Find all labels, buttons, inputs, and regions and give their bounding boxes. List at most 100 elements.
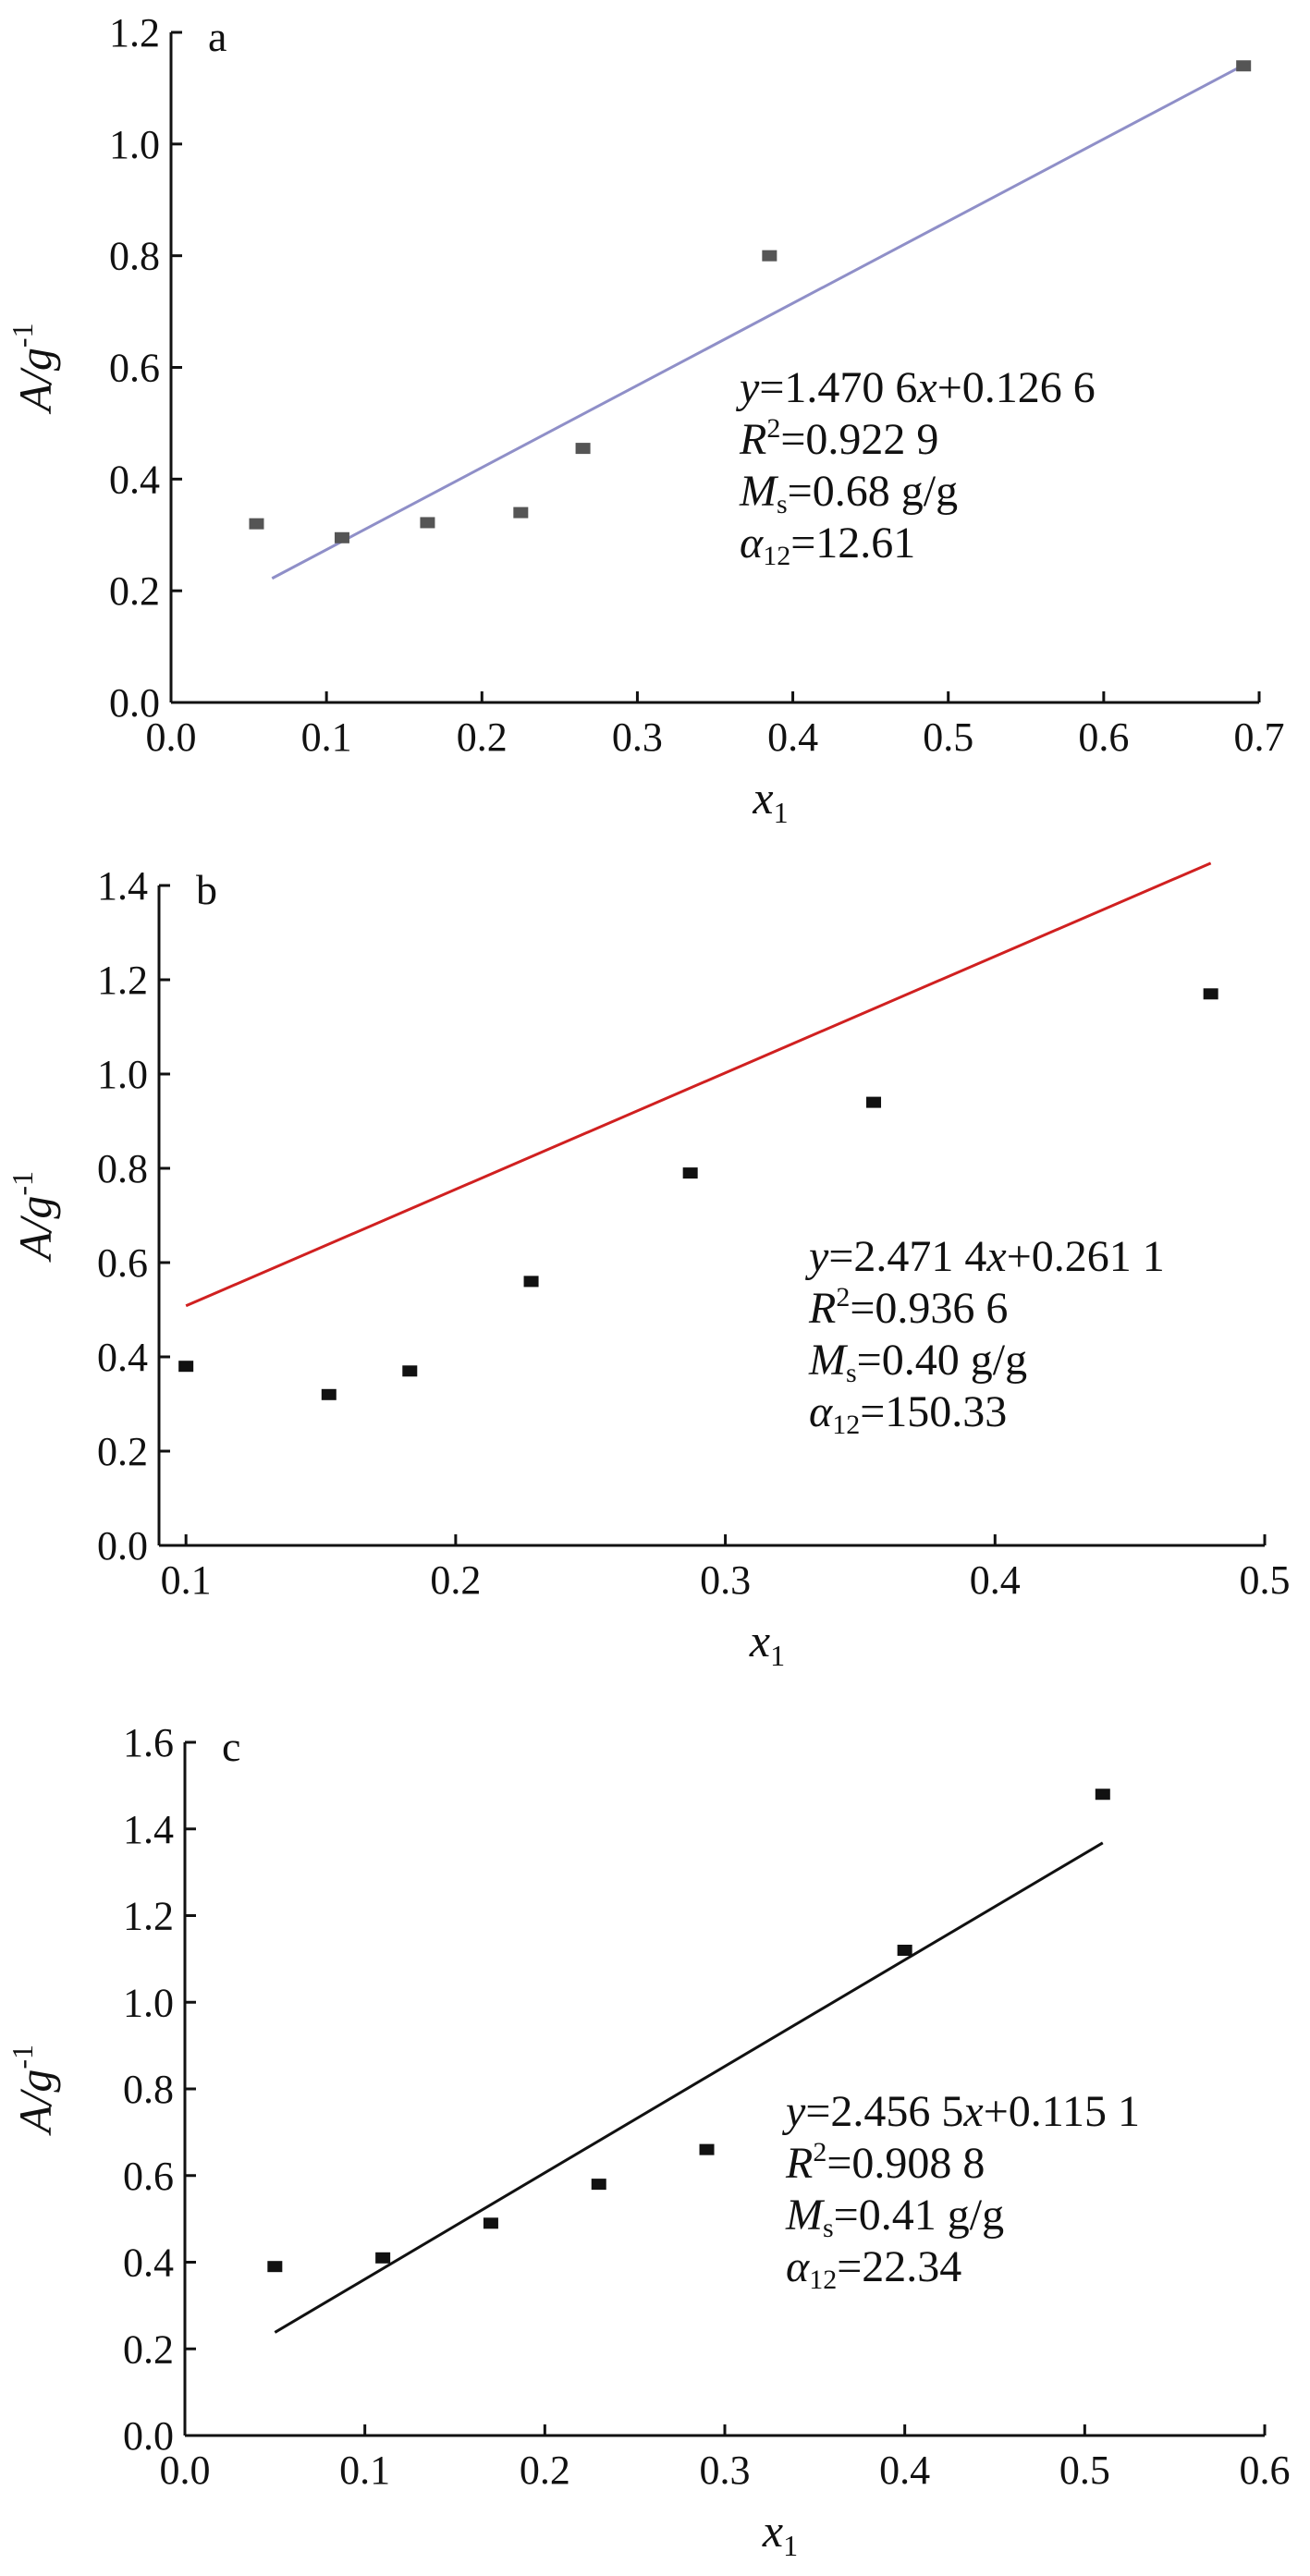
y-tick-label: 0.4 [123, 2240, 174, 2286]
x-axis-label: x1 [752, 772, 788, 829]
data-point [682, 1167, 698, 1179]
fit-equation: y=2.471 4x+0.261 1 [804, 1232, 1165, 1281]
y-tick-label: 0.4 [109, 457, 160, 502]
r-squared-symbol: R [739, 415, 766, 464]
r-squared-superscript: 2 [766, 413, 780, 444]
fit-equation: y=1.470 6x+0.126 6 [735, 363, 1096, 412]
equation-slope: =2.471 4 [828, 1232, 986, 1281]
data-point [178, 1361, 194, 1373]
data-point [762, 250, 777, 262]
x-tick-label: 0.1 [161, 1557, 212, 1603]
x-tick-label: 0.3 [700, 1557, 751, 1603]
y-axis-label-main: A/g [9, 2069, 61, 2136]
y-tick-label: 0.2 [109, 568, 160, 614]
y-tick-label: 0.6 [97, 1240, 148, 1286]
y-tick-label: 0.8 [123, 2067, 174, 2112]
data-point [866, 1096, 882, 1108]
y-tick-label: 0.0 [123, 2413, 174, 2459]
alpha-value: α12=12.61 [740, 519, 915, 571]
data-point [375, 2252, 391, 2264]
x-axis-label-main: x [752, 772, 773, 824]
alpha-value: α12=150.33 [809, 1387, 1007, 1440]
y-axis-label-main: A/g [9, 1196, 61, 1263]
data-point [321, 1388, 337, 1400]
chart-panel-a: 0.0 0.1 0.2 0.3 0.4 0.5 0.6 0.7 0.0 0.2 0.4 0.6 0.8 1… [6, 10, 1285, 829]
alpha-symbol: α [740, 519, 764, 568]
y-tick-label: 1.0 [97, 1052, 148, 1097]
x-tick-label: 0.5 [923, 714, 973, 760]
r-squared-value: =0.922 9 [780, 415, 938, 464]
x-axis-label-main: x [762, 2505, 783, 2557]
data-point [1095, 1789, 1110, 1801]
x-tick-label: 0.5 [1059, 2448, 1110, 2493]
y-tick-label: 0.2 [123, 2326, 174, 2372]
x-tick-label: 0.2 [430, 1557, 481, 1603]
y-tick-label: 1.4 [123, 1807, 174, 1852]
x-tick-label: 0.2 [457, 714, 508, 760]
data-point [523, 1276, 539, 1288]
ms-value: Ms=0.40 g/g [808, 1336, 1027, 1388]
alpha-subscript: 12 [832, 1410, 860, 1440]
alpha-value: α12=22.34 [786, 2242, 961, 2295]
fit-equation: y=2.456 5x+0.115 1 [781, 2087, 1140, 2136]
y-tick-label: 1.6 [123, 1720, 174, 1765]
equation-y: y [735, 363, 760, 412]
data-point [483, 2217, 498, 2229]
alpha-symbol: α [786, 2242, 810, 2291]
x-tick-label: 0.4 [879, 2448, 930, 2493]
r-squared-value: =0.908 8 [826, 2139, 985, 2188]
data-point [699, 2143, 715, 2155]
x-tick-label: 0.6 [1240, 2448, 1291, 2493]
ms-text: =0.41 g/g [834, 2191, 1004, 2240]
alpha-text: =12.61 [790, 519, 915, 568]
ms-symbol: M [739, 467, 779, 516]
data-point [267, 2261, 283, 2273]
r-squared-symbol: R [785, 2139, 813, 2188]
data-point [897, 1945, 912, 1956]
alpha-subscript: 12 [809, 2265, 837, 2295]
ms-symbol: M [808, 1336, 849, 1385]
equation-y: y [804, 1232, 829, 1281]
x-tick-label: 0.1 [339, 2448, 390, 2493]
equation-intercept: +0.126 6 [937, 363, 1096, 412]
x-tick-label: 0.0 [146, 714, 197, 760]
y-tick-label: 0.4 [97, 1335, 148, 1380]
y-axis-label-superscript: -1 [6, 1171, 39, 1196]
y-tick-label: 1.4 [97, 863, 148, 909]
r-squared: R2=0.922 9 [739, 413, 938, 464]
data-point [1236, 60, 1252, 72]
chart-panel-b: 0.1 0.2 0.3 0.4 0.5 0.0 0.2 0.4 0.6 0.8 1.0 1.2 1.4 b… [6, 861, 1291, 1672]
x-axis-label: x1 [762, 2505, 798, 2562]
y-tick-label: 1.2 [97, 958, 148, 1003]
ms-subscript: s [846, 1358, 857, 1388]
x-axis-label-main: x [749, 1615, 770, 1666]
y-tick-label: 1.0 [123, 1980, 174, 2025]
y-axis-label: A/g-1 [6, 1171, 61, 1263]
y-tick-label: 1.0 [109, 122, 160, 167]
panel-label: a [208, 13, 226, 60]
equation-x: x [962, 2087, 983, 2136]
x-axis-label-subscript: 1 [770, 1639, 785, 1672]
fit-line [271, 64, 1244, 580]
y-axis-label: A/g-1 [6, 2045, 61, 2136]
data-point [575, 443, 591, 455]
ms-text: =0.68 g/g [788, 467, 958, 516]
chart-panel-c: 0.0 0.1 0.2 0.3 0.4 0.5 0.6 0.0 0.2 0.4 0.6 0.8 1.0 1… [6, 1720, 1291, 2562]
equation-slope: =2.456 5 [805, 2087, 963, 2136]
y-tick-label: 0.2 [97, 1429, 148, 1474]
ms-value: Ms=0.41 g/g [785, 2191, 1004, 2243]
equation-slope: =1.470 6 [759, 363, 917, 412]
x-axis-label: x1 [749, 1615, 785, 1672]
x-tick-label: 0.2 [520, 2448, 570, 2493]
data-point [1203, 988, 1218, 1000]
y-axis-label: A/g-1 [6, 323, 61, 414]
x-tick-label: 0.6 [1078, 714, 1129, 760]
y-tick-label: 0.8 [97, 1146, 148, 1191]
equation-intercept: +0.115 1 [984, 2087, 1140, 2136]
x-axis-label-subscript: 1 [783, 2529, 798, 2562]
ms-text: =0.40 g/g [857, 1336, 1027, 1385]
y-axis-label-superscript: -1 [6, 323, 39, 348]
fit-line [274, 1841, 1104, 2334]
y-tick-label: 0.8 [109, 234, 160, 279]
